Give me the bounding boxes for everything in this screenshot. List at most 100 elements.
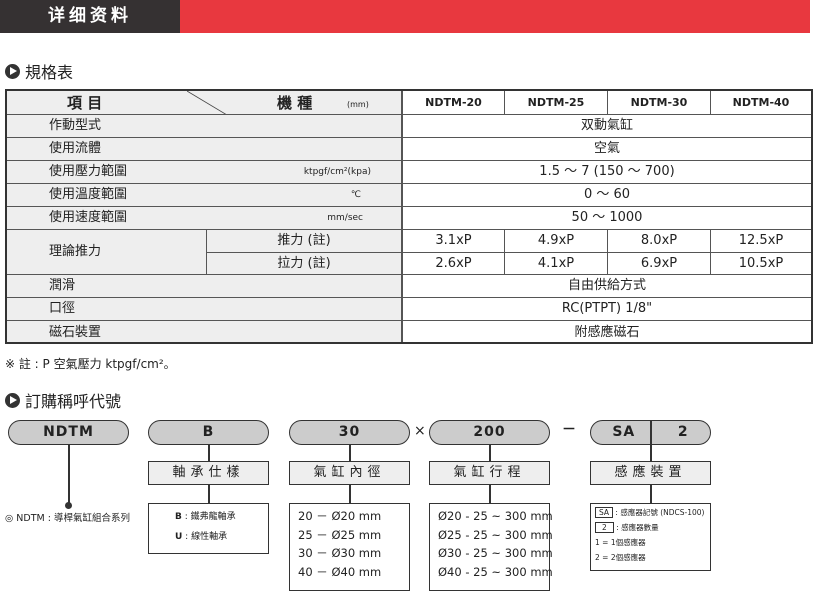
- spec-section-heading: 規格表: [5, 59, 73, 83]
- spec-row-value: 1.5 ～ 7 (150 ～ 700): [539, 164, 675, 180]
- force-pull-label: 拉力 (註): [277, 255, 331, 271]
- code-sensor-divider: [650, 421, 652, 444]
- header-accent-bar: [180, 0, 810, 33]
- force-pull-value-cell: 6.9xP: [607, 253, 710, 275]
- bore-option: 40 － Ø40 mm: [298, 565, 382, 579]
- spec-row-label: 作動型式: [49, 118, 102, 134]
- bearing-option-b-key: B: [175, 512, 182, 522]
- force-push-value-cell: 12.5xP: [710, 230, 811, 253]
- spec-row-label-cell: 使用壓力範圍 ktpgf/cm²(kpa): [7, 161, 401, 184]
- force-push-value: 8.0xP: [640, 233, 678, 249]
- spec-row-label: 潤滑: [49, 278, 76, 294]
- order-section-title: 訂購稱呼代號: [25, 392, 122, 411]
- spec-row-label: 使用溫度範圍: [49, 187, 128, 203]
- sensor-type-box: SA: [595, 507, 614, 518]
- code-bore-text: 30: [338, 423, 361, 440]
- label-bore: 氣缸內徑: [289, 461, 410, 485]
- code-sensor-type: SA: [612, 423, 636, 440]
- spec-row-label-cell: 磁石裝置: [7, 321, 401, 342]
- spec-row-value: 空氣: [593, 141, 620, 157]
- bore-option: 25 － Ø25 mm: [298, 528, 382, 542]
- bearing-option-u: U : 線性軸承: [175, 532, 227, 543]
- connector-dot: [65, 502, 72, 509]
- spec-section-title: 規格表: [25, 63, 74, 82]
- force-push-value-cell: 8.0xP: [607, 230, 710, 253]
- bearing-option-b-text: : 鐵弗龍軸承: [181, 512, 236, 522]
- force-pull-value: 2.6xP: [435, 255, 472, 271]
- label-bearing: 軸承仕樣: [148, 461, 269, 485]
- spec-row-label: 使用流體: [49, 141, 102, 157]
- spec-row-value: 50 ～ 1000: [571, 210, 643, 226]
- model-header-cell: NDTM-40: [710, 91, 811, 115]
- force-push-value-cell: 4.9xP: [504, 230, 607, 253]
- force-pull-value: 10.5xP: [738, 255, 784, 271]
- sensor-count-box: 2: [595, 522, 614, 533]
- code-bearing: B: [148, 420, 269, 445]
- series-desc: ◎ NDTM : 導桿氣缸組合系列: [5, 513, 130, 524]
- head-unit: (mm): [347, 100, 369, 109]
- model-header: NDTM-30: [630, 95, 688, 109]
- bearing-option-u-key: U: [175, 532, 183, 542]
- header-bar: 详细资料: [0, 0, 180, 33]
- spec-row-label: 使用速度範圍: [49, 210, 128, 226]
- label-bearing-text: 軸承仕樣: [172, 464, 245, 480]
- force-label-cell: 理論推力: [7, 230, 206, 275]
- spec-row-value: 双動氣缸: [580, 118, 633, 134]
- spec-row-value-cell: 0 ～ 60: [401, 184, 811, 207]
- bearing-option-b: B : 鐵弗龍軸承: [175, 512, 236, 523]
- label-bore-text: 氣缸內徑: [313, 464, 386, 480]
- diagonal-divider: [187, 91, 227, 114]
- stroke-option: Ø25 - 25 ~ 300 mm: [438, 528, 553, 542]
- spec-row-label-cell: 口徑: [7, 298, 401, 321]
- spec-table: 項 目 機 種 (mm) NDTM-20 NDTM-25 NDTM-30 NDTM-4…: [5, 89, 813, 344]
- spec-row-value-cell: 附感應磁石: [401, 321, 811, 342]
- sensor-options: SA : 感應器記號 (NDCS-100) 2 : 感應器數量 1 = 1個感應…: [590, 503, 711, 571]
- force-pull-value: 6.9xP: [640, 255, 678, 271]
- spec-row-value: 0 ～ 60: [583, 187, 631, 203]
- spec-row-label: 使用壓力範圍: [49, 164, 128, 180]
- force-pull-value-cell: 2.6xP: [401, 253, 504, 275]
- force-push-value: 3.1xP: [435, 233, 472, 249]
- stroke-options: Ø20 - 25 ~ 300 mm Ø25 - 25 ~ 300 mm Ø30 …: [429, 503, 553, 591]
- spec-note: ※ 註 : P 空氣壓力 ktpgf/cm²。: [5, 357, 176, 371]
- spec-row-value-cell: 自由供給方式: [401, 275, 811, 298]
- series-connector: [68, 445, 70, 505]
- spec-row-value: RC(PTPT) 1/8": [561, 301, 653, 317]
- label-stroke-text: 氣缸行程: [453, 464, 526, 480]
- force-push-label: 推力 (註): [277, 233, 331, 249]
- spec-row-value-cell: 1.5 ～ 7 (150 ～ 700): [401, 161, 811, 184]
- force-push-value: 12.5xP: [738, 233, 784, 249]
- spec-row-unit: ℃: [350, 189, 361, 200]
- stroke-option: Ø30 - 25 ~ 300 mm: [438, 546, 553, 560]
- sensor-count-one: 1 = 1個感應器: [595, 538, 646, 547]
- bearing-options: B : 鐵弗龍軸承 U : 線性軸承: [148, 503, 269, 554]
- bore-options: 20 － Ø20 mm 25 － Ø25 mm 30 － Ø30 mm 40 －…: [289, 503, 410, 591]
- head-item-label: 項 目: [67, 93, 103, 112]
- spec-row-value: 自由供給方式: [567, 278, 646, 294]
- label-stroke: 氣缸行程: [429, 461, 550, 485]
- play-circle-icon: [5, 392, 20, 408]
- spec-row-label-cell: 潤滑: [7, 275, 401, 298]
- order-section-heading: 訂購稱呼代號: [5, 388, 121, 412]
- force-pull-label-cell: 拉力 (註): [206, 253, 401, 275]
- code-stroke: 200: [429, 420, 550, 445]
- head-item: 項 目 機 種 (mm): [7, 91, 401, 115]
- spec-row-unit: ktpgf/cm²(kpa): [303, 166, 371, 177]
- force-push-label-cell: 推力 (註): [206, 230, 401, 253]
- spec-row-label-cell: 使用溫度範圍 ℃: [7, 184, 401, 207]
- spec-row-unit: mm/sec: [327, 212, 363, 223]
- spec-row-value-cell: RC(PTPT) 1/8": [401, 298, 811, 321]
- model-header-cell: NDTM-30: [607, 91, 710, 115]
- code-stroke-text: 200: [473, 423, 506, 440]
- model-header: NDTM-25: [527, 95, 585, 109]
- bore-option: 20 － Ø20 mm: [298, 509, 382, 523]
- label-sensor-text: 感應裝置: [614, 464, 687, 480]
- sensor-type-text: : 感應器記號 (NDCS-100): [613, 508, 705, 517]
- bearing-option-u-text: : 線性軸承: [182, 532, 228, 542]
- head-model-label: 機 種: [277, 94, 313, 112]
- spec-row-value: 附感應磁石: [574, 324, 640, 340]
- force-label: 理論推力: [49, 244, 102, 260]
- model-header: NDTM-40: [732, 95, 790, 109]
- model-header-cell: NDTM-25: [504, 91, 607, 115]
- force-push-value-cell: 3.1xP: [401, 230, 504, 253]
